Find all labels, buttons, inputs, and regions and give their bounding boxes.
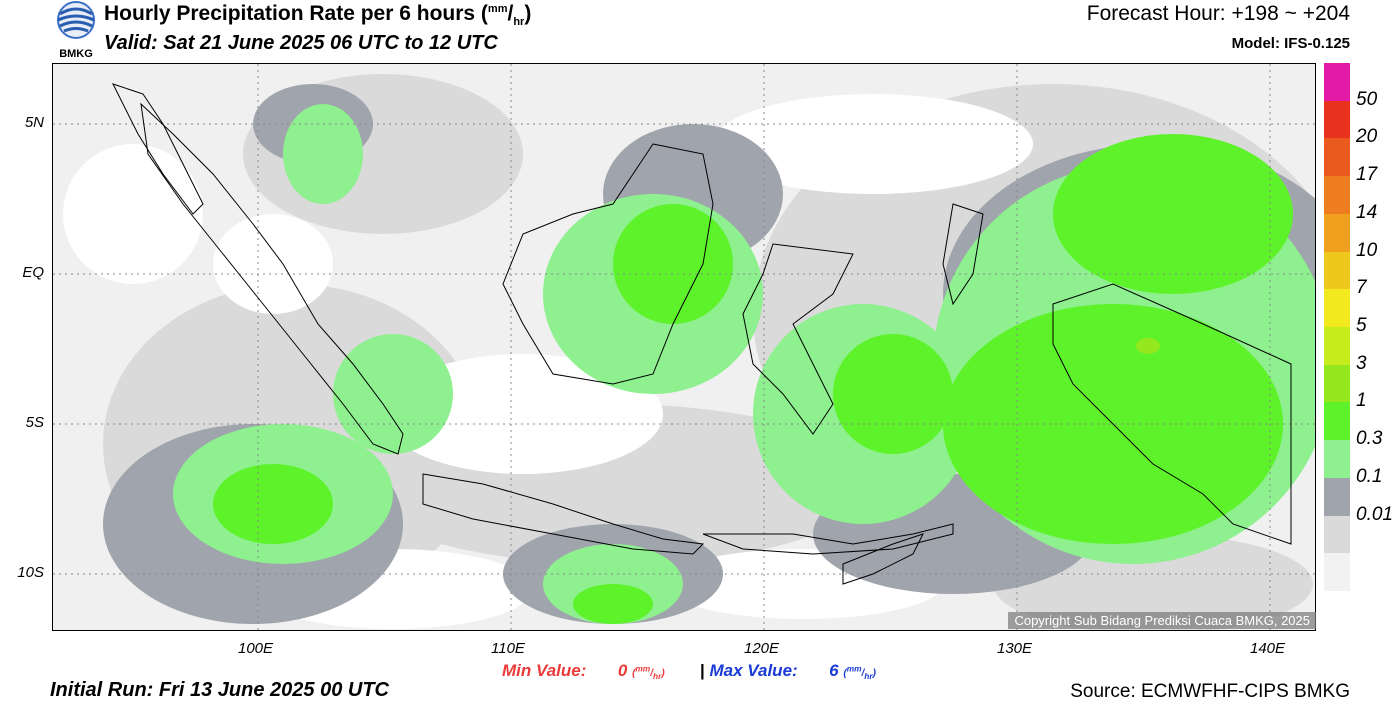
min-label: Min Value: — [502, 661, 587, 680]
min-value: 0 — [617, 661, 628, 680]
y-tick-label: 5N — [24, 114, 44, 131]
legend-swatch — [1324, 213, 1350, 253]
legend-swatch — [1324, 138, 1350, 177]
legend-label: 0.01 — [1356, 503, 1393, 525]
legend-label: 50 — [1356, 88, 1378, 110]
min-value-readout: Min Value: 0 (mm/hr) — [502, 661, 665, 681]
legend-swatch — [1324, 364, 1350, 403]
x-tick-label: 120E — [744, 640, 780, 657]
svg-text:BMKG: BMKG — [59, 48, 93, 60]
papua-outline — [1052, 283, 1292, 545]
legend-label: 7 — [1356, 277, 1367, 299]
legend-swatch — [1324, 251, 1350, 290]
legend-swatch — [1324, 440, 1350, 479]
nusa-tenggara-outline — [702, 523, 954, 555]
legend-swatch — [1324, 515, 1350, 554]
legend-swatch — [1324, 176, 1350, 215]
legend-label: 1 — [1356, 390, 1367, 412]
legend-swatch — [1324, 289, 1350, 328]
initial-run: Initial Run: Fri 13 June 2025 00 UTC — [50, 679, 389, 701]
legend-label: 3 — [1356, 352, 1367, 374]
malay-peninsula-outline — [112, 83, 204, 215]
model-name: Model: IFS-0.125 — [1231, 35, 1350, 52]
map-title: Hourly Precipitation Rate per 6 hours (m… — [104, 2, 532, 29]
bmkg-logo: BMKG — [52, 0, 100, 60]
y-tick-label: 10S — [17, 564, 44, 581]
borneo-outline — [502, 143, 714, 385]
legend-label: 17 — [1356, 164, 1378, 186]
peak-rain-spots — [1136, 338, 1160, 354]
legend-label: 5 — [1356, 315, 1367, 336]
legend-label: 20 — [1356, 126, 1378, 148]
y-tick-label: 5S — [25, 414, 44, 431]
sumatra-outline — [140, 102, 404, 455]
sulawesi-outline — [742, 243, 854, 435]
x-tick-label: 100E — [238, 640, 274, 657]
copyright-note: Copyright Sub Bidang Prediksi Cuaca BMKG… — [1008, 612, 1316, 629]
white-dry-areas — [63, 94, 1033, 629]
max-value-readout: | Max Value: 6 (mm/hr) — [700, 661, 876, 681]
precipitation-map — [52, 63, 1316, 631]
separator: | — [700, 661, 705, 680]
y-tick-label: EQ — [22, 264, 44, 281]
legend-swatch — [1324, 402, 1350, 441]
max-value: 6 — [829, 661, 839, 680]
legend-label: 0.1 — [1356, 465, 1383, 487]
legend-swatch — [1324, 327, 1350, 366]
x-tick-label: 140E — [1250, 640, 1286, 657]
data-source: Source: ECMWFHF-CIPS BMKG — [1070, 681, 1350, 702]
legend-swatch — [1324, 100, 1350, 139]
legend-swatch — [1324, 553, 1350, 592]
max-label: Max Value: — [709, 661, 798, 680]
coastlines — [112, 83, 1292, 585]
legend-swatch — [1324, 63, 1350, 102]
timor-outline — [842, 533, 924, 585]
lat-lon-grid — [53, 64, 1315, 630]
java-outline — [422, 473, 705, 555]
valid-period: Valid: Sat 21 June 2025 06 UTC to 12 UTC — [104, 32, 498, 54]
legend-swatch — [1324, 477, 1350, 517]
legend-label: 10 — [1356, 239, 1378, 261]
forecast-hour: Forecast Hour: +198 ~ +204 — [1086, 2, 1350, 25]
legend-label: 0.3 — [1356, 428, 1383, 450]
x-tick-label: 110E — [491, 640, 525, 657]
precipitation-legend — [1324, 63, 1350, 592]
x-tick-label: 130E — [997, 640, 1033, 657]
halmahera-outline — [942, 203, 984, 306]
legend-label: 14 — [1356, 201, 1378, 223]
